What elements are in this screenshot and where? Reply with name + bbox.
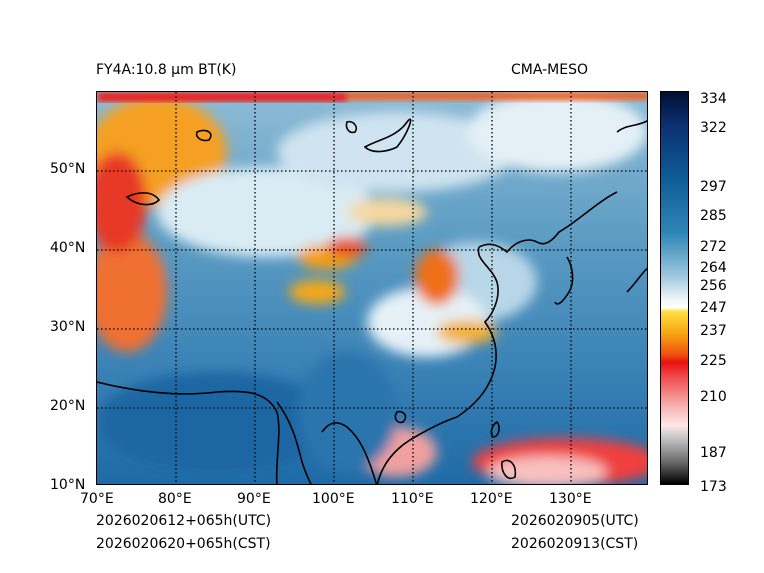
cbar-label-285: 285 bbox=[700, 208, 727, 224]
lon-tick-70: 70°E bbox=[80, 491, 114, 507]
lat-tick-20: 20°N bbox=[50, 398, 86, 414]
cbar-label-297: 297 bbox=[700, 179, 727, 195]
lat-tick-40: 40°N bbox=[50, 240, 86, 256]
satellite-map bbox=[96, 91, 648, 485]
map-title: FY4A:10.8 µm BT(K) bbox=[96, 62, 237, 78]
valid-time-utc: 2026020905(UTC) bbox=[511, 513, 639, 529]
coastlines bbox=[97, 118, 647, 484]
cbar-label-187: 187 bbox=[700, 445, 727, 461]
lat-tick-30: 30°N bbox=[50, 319, 86, 335]
cbar-label-322: 322 bbox=[700, 120, 727, 136]
valid-time-cst: 2026020913(CST) bbox=[511, 536, 639, 552]
cbar-label-256: 256 bbox=[700, 278, 727, 294]
lon-tick-120: 120°E bbox=[470, 491, 513, 507]
lon-tick-80: 80°E bbox=[158, 491, 192, 507]
lon-tick-130: 130°E bbox=[549, 491, 592, 507]
init-time-cst: 2026020620+065h(CST) bbox=[96, 536, 271, 552]
lat-tick-50: 50°N bbox=[50, 161, 86, 177]
cbar-label-264: 264 bbox=[700, 260, 727, 276]
colorbar bbox=[660, 91, 689, 485]
cbar-label-334: 334 bbox=[700, 91, 727, 107]
cbar-label-247: 247 bbox=[700, 300, 727, 316]
cloud-features bbox=[97, 92, 647, 484]
init-time-utc: 2026020612+065h(UTC) bbox=[96, 513, 272, 529]
lon-tick-110: 110°E bbox=[391, 491, 434, 507]
model-name: CMA-MESO bbox=[511, 62, 589, 78]
cbar-label-210: 210 bbox=[700, 389, 727, 405]
lat-tick-10: 10°N bbox=[50, 477, 86, 493]
cbar-label-173: 173 bbox=[700, 479, 727, 495]
lon-tick-90: 90°E bbox=[237, 491, 271, 507]
lon-tick-100: 100°E bbox=[312, 491, 355, 507]
cbar-label-237: 237 bbox=[700, 323, 727, 339]
cbar-label-225: 225 bbox=[700, 353, 727, 369]
cbar-label-272: 272 bbox=[700, 239, 727, 255]
brightness-temperature-field bbox=[97, 92, 647, 484]
graticule bbox=[97, 92, 647, 484]
